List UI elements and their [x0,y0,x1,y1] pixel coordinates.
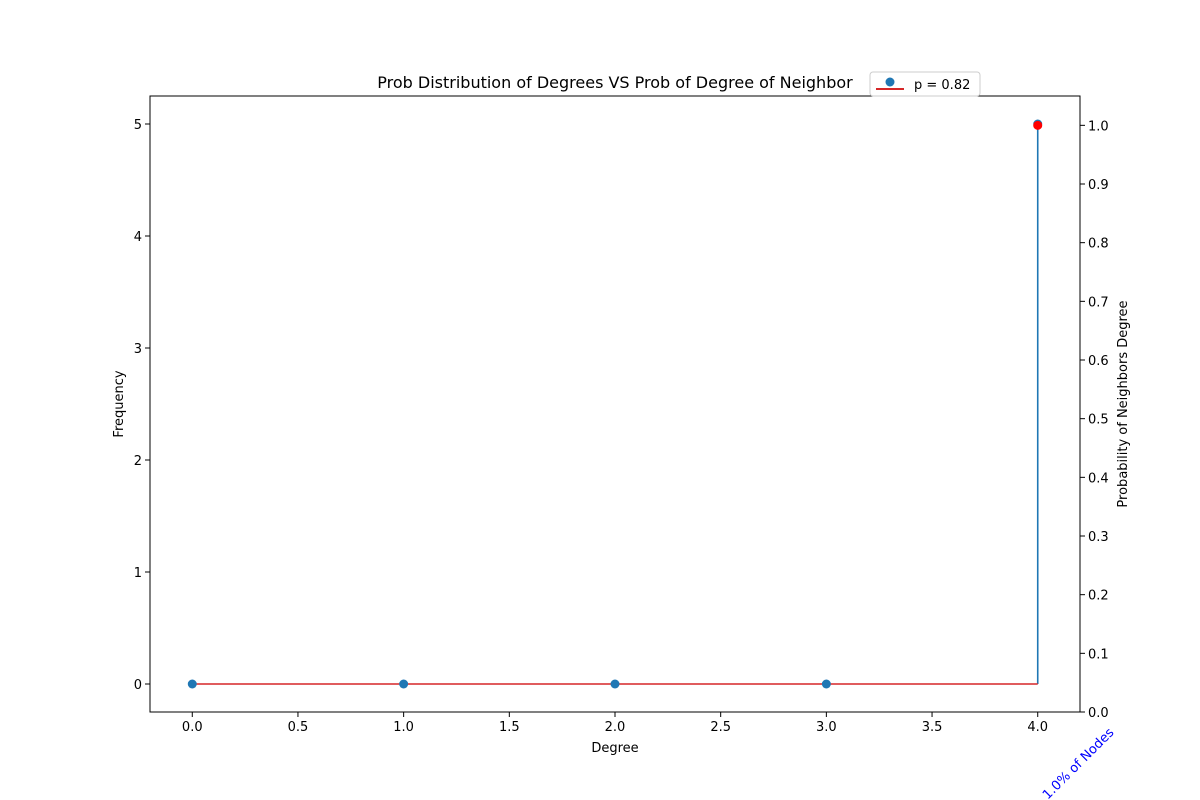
y-left-tick-label: 4 [134,230,142,245]
x-axis-label: Degree [591,741,638,756]
stem-marker [399,679,409,689]
axes: 0.0 0.5 1.0 1.5 2.0 2.5 3.0 3.5 4.0 0 1 2 3 4 5 0.0 0.1 0… [134,95,1109,735]
y-right-tick-label: 0.3 [1088,530,1109,545]
y-left-tick-label: 1 [134,566,142,581]
x-tick-label: 0.5 [288,720,309,735]
y-axis-left-label: Frequency [112,370,127,437]
legend-label: p = 0.82 [914,78,970,93]
y-left-tick-label: 5 [134,118,142,133]
stem-marker [610,679,620,689]
y-right-tick-label: 0.8 [1088,237,1109,252]
stem-marker [187,679,197,689]
y-axis-right-label: Probability of Neighbors Degree [1116,300,1131,507]
x-tick-label: 4.0 [1027,720,1048,735]
x-tick-label: 2.5 [710,720,731,735]
x-tick-label: 0.0 [182,720,203,735]
y-right-tick-label: 0.1 [1088,647,1109,662]
y-right-tick-label: 0.4 [1088,471,1109,486]
stem-marker [821,679,831,689]
y-right-tick-label: 1.0 [1088,119,1109,134]
neighbor-probability-point [1033,120,1043,130]
y-left-tick-label: 3 [134,342,142,357]
x-tick-label: 1.0 [393,720,414,735]
y-right-tick-label: 0.5 [1088,413,1109,428]
x-tick-label: 2.0 [605,720,626,735]
plot-area [187,119,1043,689]
x-tick-label: 3.5 [922,720,943,735]
y-left-tick-label: 2 [134,454,142,469]
y-right-tick-label: 0.9 [1088,178,1109,193]
y-right-tick-label: 0.2 [1088,589,1109,604]
y-right-tick-label: 0.7 [1088,295,1109,310]
y-right-tick-label: 0.0 [1088,706,1109,721]
legend-marker-swatch [885,77,895,87]
x-tick-label: 1.5 [499,720,520,735]
x-tick-label: 3.0 [816,720,837,735]
chart-title: Prob Distribution of Degrees VS Prob of … [377,73,853,92]
legend: p = 0.82 [869,71,981,97]
y-left-tick-label: 0 [134,678,142,693]
y-right-tick-label: 0.6 [1088,354,1109,369]
